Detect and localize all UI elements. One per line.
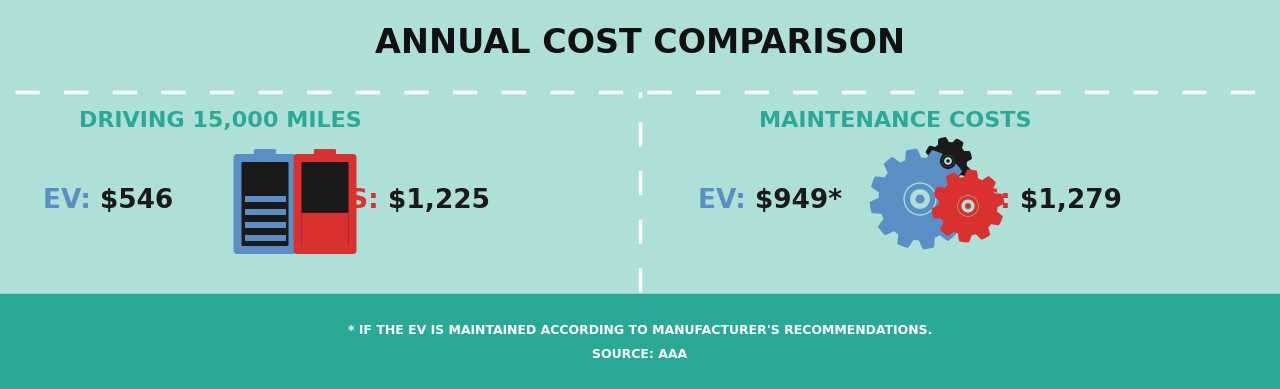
Circle shape	[946, 159, 950, 163]
Bar	[244, 222, 285, 228]
Circle shape	[957, 196, 978, 216]
Circle shape	[961, 200, 974, 213]
Text: MAINTENANCE COSTS: MAINTENANCE COSTS	[759, 111, 1032, 131]
Text: ANNUAL COST COMPARISON: ANNUAL COST COMPARISON	[375, 26, 905, 60]
Polygon shape	[872, 150, 969, 248]
Text: $546: $546	[100, 188, 173, 214]
FancyBboxPatch shape	[242, 162, 288, 246]
Text: SOURCE: AAA: SOURCE: AAA	[593, 347, 687, 361]
Polygon shape	[925, 138, 970, 184]
Circle shape	[902, 181, 938, 217]
Circle shape	[910, 189, 929, 209]
Text: GAS:: GAS:	[940, 188, 1020, 214]
FancyBboxPatch shape	[314, 149, 337, 161]
Bar	[244, 235, 285, 241]
Text: $1,279: $1,279	[1020, 188, 1123, 214]
Bar	[0, 294, 1280, 389]
Text: DRIVING 15,000 MILES: DRIVING 15,000 MILES	[78, 111, 361, 131]
Text: $949*: $949*	[755, 188, 842, 214]
Circle shape	[945, 157, 952, 165]
Bar	[244, 209, 285, 215]
FancyBboxPatch shape	[233, 154, 297, 254]
FancyBboxPatch shape	[253, 149, 276, 161]
Text: GAS:: GAS:	[307, 188, 388, 214]
Circle shape	[941, 154, 955, 168]
Text: EV:: EV:	[698, 188, 755, 214]
Circle shape	[965, 203, 972, 209]
Circle shape	[915, 194, 924, 203]
Circle shape	[956, 194, 980, 218]
FancyBboxPatch shape	[302, 213, 348, 246]
Text: * IF THE EV IS MAINTAINED ACCORDING TO MANUFACTURER'S RECOMMENDATIONS.: * IF THE EV IS MAINTAINED ACCORDING TO M…	[348, 324, 932, 338]
Text: EV:: EV:	[44, 188, 100, 214]
Circle shape	[905, 184, 936, 214]
Bar	[244, 196, 285, 202]
FancyBboxPatch shape	[302, 162, 348, 246]
Polygon shape	[933, 171, 1002, 241]
Circle shape	[942, 155, 954, 167]
FancyBboxPatch shape	[293, 154, 357, 254]
Text: $1,225: $1,225	[388, 188, 490, 214]
